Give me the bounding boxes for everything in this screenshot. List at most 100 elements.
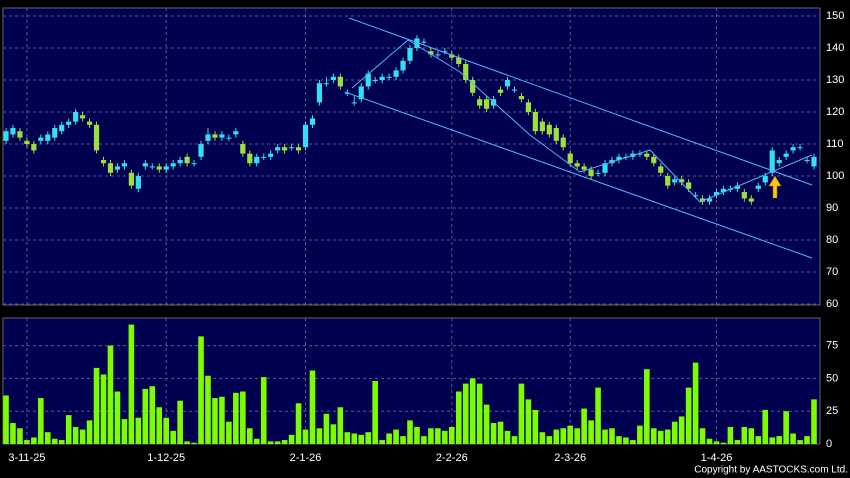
candle-body bbox=[198, 144, 204, 157]
volume-bar bbox=[706, 438, 713, 444]
candle-body bbox=[574, 163, 580, 167]
candle-body bbox=[679, 179, 685, 183]
candle-body bbox=[470, 80, 476, 93]
candle-body bbox=[797, 147, 803, 149]
volume-bar bbox=[267, 441, 274, 444]
candle-body bbox=[804, 160, 810, 162]
candle-body bbox=[80, 115, 86, 119]
volume-bar bbox=[595, 387, 601, 444]
candle-body bbox=[421, 41, 427, 43]
candle-body bbox=[776, 160, 782, 164]
volume-bar bbox=[741, 426, 748, 444]
candle-body bbox=[337, 76, 343, 87]
candle-body bbox=[128, 172, 134, 186]
candle-body bbox=[686, 182, 692, 189]
volume-bar bbox=[163, 417, 170, 444]
x-tick-label: 2-3-26 bbox=[554, 452, 586, 464]
volume-bar bbox=[497, 421, 504, 444]
candle-body bbox=[706, 198, 713, 202]
volume-bar bbox=[525, 399, 532, 444]
candle-body bbox=[372, 80, 378, 82]
candle-body bbox=[672, 179, 678, 183]
volume-bar bbox=[476, 383, 483, 444]
candle-body bbox=[309, 118, 316, 125]
volume-bar bbox=[212, 398, 218, 444]
volume-bar bbox=[692, 362, 699, 444]
volume-bar bbox=[72, 426, 79, 444]
volume-bar bbox=[776, 436, 782, 444]
y-tick-label: 110 bbox=[826, 138, 844, 150]
candle-body bbox=[45, 134, 51, 141]
candle-body bbox=[66, 121, 72, 125]
candle-body bbox=[442, 51, 448, 53]
volume-bar bbox=[17, 428, 23, 444]
candle-body bbox=[504, 80, 511, 87]
candle-body bbox=[748, 198, 754, 202]
volume-tick-label: 75 bbox=[826, 339, 838, 351]
x-tick-label: 1-12-25 bbox=[147, 452, 185, 464]
x-tick-label: 2-1-26 bbox=[290, 452, 322, 464]
volume-bar bbox=[65, 415, 72, 444]
volume-bar bbox=[393, 429, 399, 444]
candle-body bbox=[100, 160, 107, 164]
candle-body bbox=[261, 156, 267, 158]
volume-bar bbox=[79, 429, 86, 444]
candle-body bbox=[567, 153, 573, 164]
candle-body bbox=[24, 140, 30, 145]
volume-bar bbox=[3, 395, 9, 444]
candle-body bbox=[769, 150, 775, 173]
volume-bar bbox=[650, 428, 657, 444]
volume-bar bbox=[428, 428, 434, 444]
candle-body bbox=[602, 163, 608, 173]
candle-body bbox=[86, 121, 93, 125]
volume-bar bbox=[504, 430, 511, 444]
candle-body bbox=[783, 153, 789, 157]
candle-body bbox=[665, 176, 671, 186]
volume-bar bbox=[804, 436, 810, 444]
y-tick-label: 150 bbox=[826, 10, 844, 22]
candle-body bbox=[699, 198, 706, 202]
volume-bar bbox=[191, 442, 197, 444]
volume-bar bbox=[644, 369, 650, 444]
candle-body bbox=[692, 195, 699, 197]
candle-body bbox=[275, 147, 281, 151]
volume-bar bbox=[581, 408, 587, 444]
candle-body bbox=[142, 163, 148, 167]
volume-bar bbox=[442, 430, 448, 444]
volume-bar bbox=[351, 433, 358, 444]
volume-bar bbox=[623, 437, 629, 444]
volume-bar bbox=[483, 404, 490, 444]
volume-bar bbox=[288, 434, 295, 444]
volume-bar bbox=[281, 440, 288, 444]
volume-bar bbox=[344, 432, 351, 444]
candle-body bbox=[247, 153, 253, 164]
candle-body bbox=[10, 128, 16, 135]
volume-bar bbox=[274, 441, 281, 444]
candle-body bbox=[351, 102, 357, 104]
candle-body bbox=[386, 76, 392, 78]
volume-bar bbox=[233, 392, 239, 444]
volume-bar bbox=[121, 419, 128, 444]
volume-bar bbox=[246, 428, 253, 444]
candle-body bbox=[38, 137, 44, 141]
volume-bar bbox=[518, 383, 525, 444]
volume-bar bbox=[302, 429, 309, 444]
volume-bar bbox=[574, 428, 580, 444]
volume-bar bbox=[170, 430, 176, 444]
y-tick-label: 90 bbox=[826, 202, 838, 214]
candle-body bbox=[52, 128, 58, 138]
volume-bar bbox=[184, 441, 190, 444]
candle-body bbox=[525, 102, 532, 113]
volume-bar bbox=[546, 436, 553, 444]
volume-bar bbox=[372, 381, 378, 444]
candle-body bbox=[177, 160, 183, 164]
candle-body bbox=[713, 192, 720, 196]
candle-body bbox=[226, 137, 232, 139]
candle-body bbox=[219, 134, 225, 138]
volume-bar bbox=[657, 430, 664, 444]
candle-body bbox=[428, 51, 434, 55]
volume-bar bbox=[44, 432, 51, 444]
candle-body bbox=[121, 163, 128, 167]
volume-bar bbox=[114, 391, 121, 444]
candle-body bbox=[546, 124, 552, 135]
